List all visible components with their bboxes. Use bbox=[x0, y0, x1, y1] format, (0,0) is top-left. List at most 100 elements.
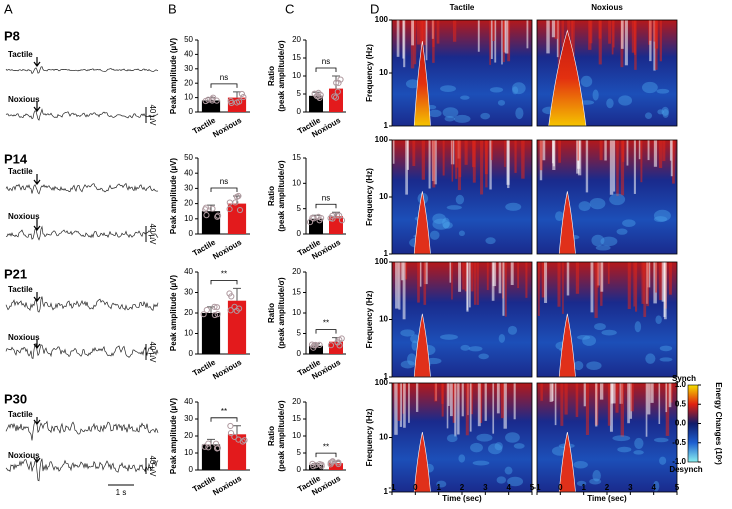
y-tick-label: 30 bbox=[184, 414, 193, 423]
bar bbox=[201, 313, 221, 354]
spectrogram-blob bbox=[653, 216, 668, 223]
spectrogram-frame bbox=[536, 19, 678, 127]
spectrogram-streak bbox=[525, 262, 528, 298]
x-axis-label: Time (sec) bbox=[587, 494, 627, 503]
eeg-trace bbox=[5, 66, 159, 75]
data-point-marker bbox=[310, 463, 317, 470]
bar bbox=[309, 345, 323, 354]
spectrogram-blob bbox=[442, 221, 453, 229]
colorbar-tick-label: -1.0 bbox=[672, 457, 686, 466]
spectrogram-streak bbox=[421, 20, 424, 46]
spectrogram-blob bbox=[468, 346, 483, 352]
spectrogram-blob bbox=[444, 115, 455, 122]
stimulus-label: Noxious bbox=[8, 333, 40, 342]
data-point-marker bbox=[336, 342, 343, 349]
spectrogram-streak bbox=[668, 383, 672, 408]
colorbar-tick-label: 0.0 bbox=[675, 419, 687, 428]
y-axis-label: Peak amplitude (µV) bbox=[169, 158, 178, 235]
panel-letter: B bbox=[168, 1, 177, 16]
data-point-marker bbox=[331, 93, 338, 100]
spectrogram-streak bbox=[575, 262, 580, 294]
spectrogram-blob bbox=[515, 107, 524, 120]
spectrogram-blob bbox=[458, 454, 466, 463]
y-tick-label: 0 bbox=[297, 465, 302, 474]
spectrogram-streak bbox=[646, 262, 650, 307]
spectrogram-blob bbox=[432, 218, 450, 230]
significance-bracket bbox=[315, 67, 337, 72]
spectrogram-streak bbox=[399, 383, 403, 427]
spectrogram-streak bbox=[653, 262, 657, 304]
data-point-marker bbox=[213, 304, 221, 311]
colorbar-label: Energy Changes (10ˣ) bbox=[714, 382, 723, 465]
significance-label: ns bbox=[322, 193, 330, 202]
spectrogram-streak bbox=[451, 140, 454, 182]
stimulus-arrow bbox=[33, 102, 41, 112]
data-point-marker bbox=[309, 214, 316, 221]
data-point-marker bbox=[335, 460, 342, 468]
spectrogram-blob bbox=[645, 353, 656, 364]
spectrogram-blob bbox=[655, 315, 662, 325]
spectrogram-streak bbox=[397, 383, 401, 421]
spectrogram-streak bbox=[510, 262, 514, 286]
data-point-marker bbox=[315, 93, 322, 100]
x-tick-label: Noxious bbox=[211, 115, 243, 139]
colorbar bbox=[687, 384, 699, 463]
bar bbox=[201, 100, 221, 112]
spectrogram-plume bbox=[413, 41, 431, 127]
y-tick-label: 5 bbox=[297, 204, 302, 213]
spectrogram-streak bbox=[557, 262, 561, 307]
spectrogram-blob bbox=[496, 476, 507, 484]
y-tick-label: 1 bbox=[384, 372, 389, 381]
spectrogram-streak bbox=[464, 262, 467, 292]
spectrogram-streak bbox=[620, 20, 624, 49]
spectrogram-streak bbox=[552, 140, 555, 167]
bar bbox=[227, 434, 247, 470]
spectrogram-streak bbox=[434, 383, 438, 402]
data-point-marker bbox=[236, 98, 243, 105]
spectrogram-streak bbox=[514, 140, 517, 173]
spectrogram-streak bbox=[416, 20, 421, 45]
spectrogram-streak bbox=[442, 140, 445, 176]
data-point-marker bbox=[227, 422, 234, 430]
spectrogram-blob bbox=[440, 85, 457, 93]
y-axis-label: (peak amplitude/σ) bbox=[277, 40, 286, 112]
bar bbox=[329, 216, 343, 234]
y-tick-label: 10 bbox=[184, 93, 193, 102]
age-label: P30 bbox=[4, 391, 27, 406]
spectrogram-streak bbox=[468, 262, 471, 308]
spectrogram-blob bbox=[512, 82, 526, 95]
spectrogram-blob bbox=[400, 329, 415, 337]
y-tick-label: 100 bbox=[375, 135, 389, 144]
x-tick-label: 0 bbox=[413, 483, 418, 492]
spectrogram-blob bbox=[400, 360, 415, 369]
y-tick-label: 10 bbox=[292, 431, 301, 440]
spectrogram-streak bbox=[658, 140, 663, 169]
spectrogram-blob bbox=[476, 433, 493, 442]
spectrogram-streak bbox=[595, 383, 598, 427]
spectrogram-streak bbox=[544, 262, 548, 303]
spectrogram-streak bbox=[473, 262, 477, 305]
spectrogram-streak bbox=[454, 383, 457, 437]
spectrogram-blob bbox=[497, 99, 506, 106]
spectrogram-streak bbox=[392, 140, 395, 164]
y-tick-label: 15 bbox=[292, 288, 301, 297]
spectrogram-streak bbox=[620, 140, 625, 196]
spectrogram-streak bbox=[412, 140, 416, 167]
spectrogram-blob bbox=[644, 112, 653, 119]
spectrogram-blob bbox=[478, 353, 489, 360]
scale-label: 1 s bbox=[116, 488, 127, 497]
y-tick-label: 1 bbox=[384, 121, 389, 130]
spectrogram-blob bbox=[460, 344, 470, 351]
spectrogram-streak bbox=[432, 140, 436, 188]
y-tick-label: 0 bbox=[189, 465, 194, 474]
spectrogram-streak bbox=[549, 383, 553, 402]
spectrogram-blob bbox=[485, 237, 496, 245]
spectrogram-streak bbox=[428, 140, 431, 189]
spectrogram-streak bbox=[620, 383, 625, 437]
spectrogram-streak bbox=[659, 20, 662, 62]
spectrogram-streak bbox=[455, 140, 459, 168]
spectrogram-streak bbox=[492, 383, 495, 434]
x-tick-label: 4 bbox=[651, 483, 656, 492]
data-point-marker bbox=[231, 433, 238, 440]
spectrogram-streak bbox=[398, 262, 401, 310]
